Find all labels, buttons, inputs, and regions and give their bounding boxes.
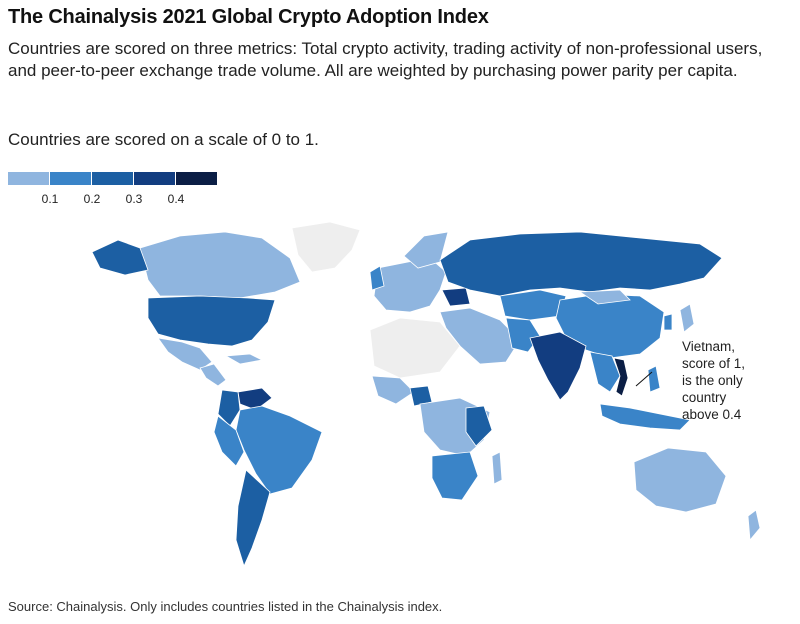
australia (633, 447, 727, 513)
legend-swatch-2 (50, 172, 91, 185)
middle-east (439, 307, 521, 365)
scandinavia (403, 231, 449, 269)
brazil (235, 405, 323, 495)
west-africa (371, 375, 415, 405)
scale-note: Countries are scored on a scale of 0 to … (8, 130, 319, 149)
ukraine (441, 287, 471, 307)
argentina (235, 469, 271, 568)
caribbean (224, 353, 264, 365)
usa (147, 295, 276, 347)
legend-tick-0.2: 0.2 (83, 192, 101, 206)
southeast-asia (589, 351, 621, 393)
kazakhstan (499, 289, 567, 321)
china (555, 293, 665, 359)
chart-title: The Chainalysis 2021 Global Crypto Adopt… (8, 6, 489, 28)
legend-swatch-4 (134, 172, 175, 185)
annotation-line: country (682, 390, 727, 405)
legend-swatch-3 (92, 172, 133, 185)
mongolia (578, 289, 631, 305)
venezuela (237, 387, 273, 411)
central-america (199, 363, 227, 387)
peru-bolivia (213, 415, 245, 467)
korea (663, 313, 673, 331)
annotation-line: score of 1, (682, 356, 746, 371)
madagascar (491, 451, 503, 485)
europe (373, 257, 447, 313)
new-zealand (747, 509, 761, 542)
annotation-line: is the only (682, 373, 743, 388)
source-note: Source: Chainalysis. Only includes count… (8, 599, 443, 614)
vietnam (613, 357, 629, 397)
legend-tick-0.3: 0.3 (125, 192, 143, 206)
uk (369, 265, 385, 291)
legend-swatch-1 (8, 172, 49, 185)
legend-tick-0.4: 0.4 (167, 192, 185, 206)
annotation-line: above 0.4 (682, 407, 742, 422)
india (529, 331, 587, 401)
chart-subtitle: Countries are scored on three metrics: T… (8, 39, 763, 80)
annotation-line: Vietnam, (682, 339, 736, 354)
kenya-tanzania (465, 405, 493, 447)
color-legend: 0.1 0.2 0.3 0.4 (8, 172, 228, 212)
philippines (647, 365, 661, 393)
canada (139, 231, 301, 299)
north-africa (369, 317, 461, 379)
vietnam-annotation: Vietnam, score of 1, is the only country… (682, 338, 792, 423)
japan (679, 303, 695, 333)
russia (439, 231, 723, 297)
legend-tick-0.1: 0.1 (41, 192, 59, 206)
southern-africa (431, 451, 479, 501)
world-choropleth-map (91, 221, 761, 568)
colombia (217, 389, 241, 427)
greenland (291, 221, 361, 273)
legend-swatch-5 (176, 172, 217, 185)
annotation-leader (635, 371, 653, 387)
alaska (91, 239, 149, 276)
indonesia (599, 403, 691, 431)
